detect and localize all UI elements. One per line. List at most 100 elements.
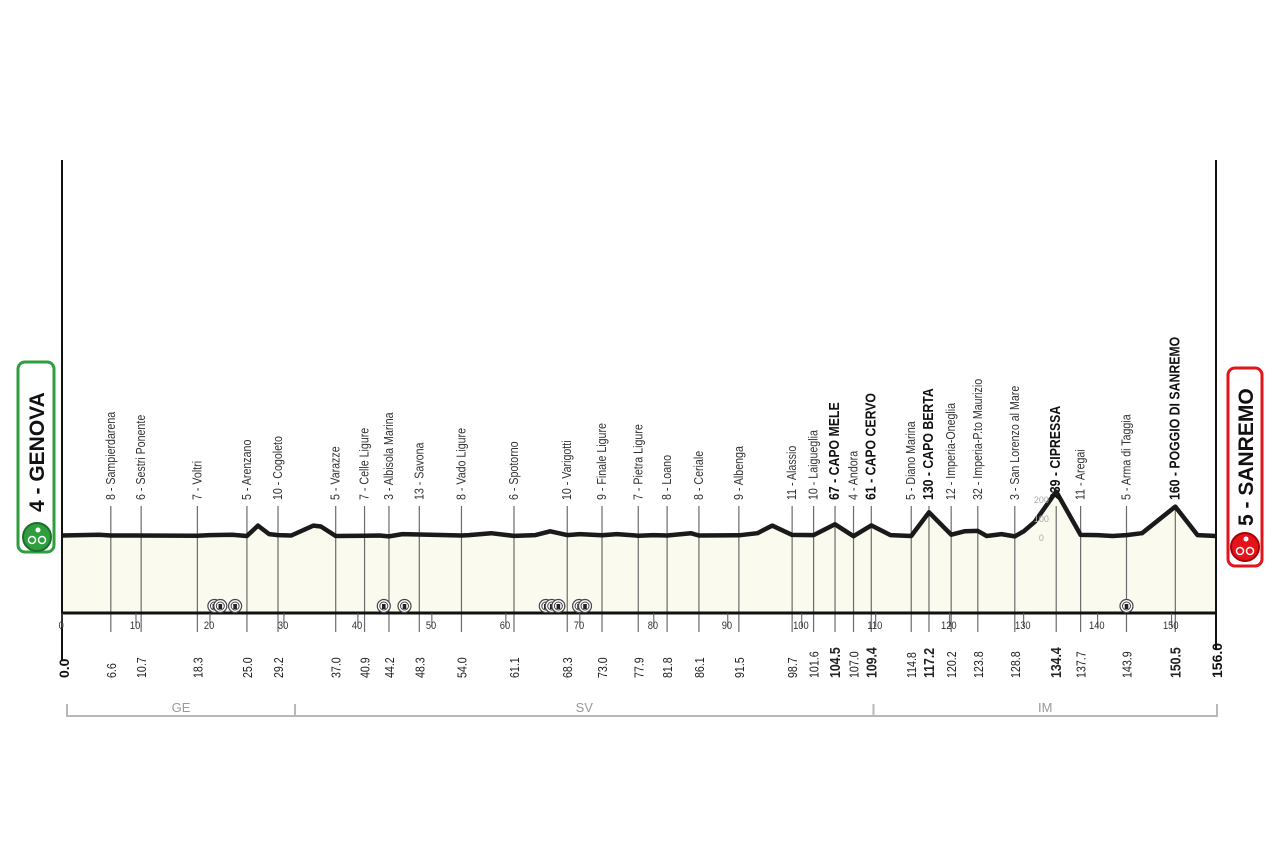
- waypoint-label: 13 - Savona: [411, 442, 426, 500]
- tunnel-icon-door: [1124, 604, 1129, 609]
- x-tick-label: 20: [204, 620, 215, 632]
- x-tick-label: 30: [278, 620, 289, 632]
- start-label: 4 - GENOVA: [26, 392, 49, 512]
- waypoint-label: 10 - Laigueglia: [806, 430, 821, 500]
- tunnel-icon-inner: [230, 601, 240, 611]
- waypoint-label: 32 - Imperia-P.to Maurizio: [970, 379, 985, 500]
- waypoint-km-label: 18.3: [190, 657, 205, 678]
- waypoint-km-label: 114.8: [904, 652, 919, 678]
- waypoint-km-label: 91.5: [732, 657, 747, 678]
- waypoint-label: 7 - Pietra Ligure: [630, 424, 645, 500]
- waypoint-label: 11 - Aregai: [1073, 449, 1088, 500]
- waypoint-label: 3 - San Lorenzo al Mare: [1007, 385, 1022, 500]
- waypoint-label: 61 - CAPO CERVO: [862, 393, 878, 500]
- waypoint-km-label: 123.8: [971, 651, 986, 678]
- waypoint-km-label: 37.0: [329, 657, 344, 678]
- waypoint-label: 7 - Voltri: [189, 461, 204, 500]
- x-tick-label: 140: [1089, 620, 1105, 632]
- waypoint-km-label: 10.7: [134, 657, 149, 678]
- profile-line: [61, 489, 1217, 539]
- waypoint-km-label: 101.6: [807, 651, 822, 678]
- x-tick-label: 60: [500, 620, 511, 632]
- waypoint-km-label: 104.5: [827, 647, 843, 678]
- x-tick-label: 10: [130, 620, 141, 632]
- waypoint-label: 8 - Loano: [659, 455, 674, 500]
- waypoint-km-label: 81.8: [660, 657, 675, 678]
- tunnel-icon-inner: [379, 601, 389, 611]
- waypoint-label: 5 - Arma di Taggia: [1118, 414, 1133, 500]
- waypoint-km-label: 25.0: [240, 657, 255, 678]
- waypoint-km-label: 44.2: [382, 657, 397, 678]
- waypoint-label: 6 - Spotorno: [506, 441, 521, 500]
- waypoint-label: 67 - CAPO MELE: [826, 402, 842, 500]
- waypoint-label: 4 - Andora: [845, 451, 860, 500]
- waypoint-label: 8 - Sampierdarena: [103, 411, 118, 500]
- waypoint-km-label: 68.3: [560, 657, 575, 678]
- waypoint-label: 6 - Sestri Ponente: [133, 414, 148, 500]
- tunnel-icon-inner: [215, 601, 225, 611]
- waypoint-label: 11 - Alassio: [784, 445, 799, 500]
- waypoint-km-label: 54.0: [454, 657, 469, 678]
- waypoint-label: 239 - CIPRESSA: [1047, 406, 1063, 500]
- province-label: SV: [576, 700, 594, 715]
- elevation-tick-label: 100: [1034, 514, 1049, 524]
- tunnel-icon-door: [233, 604, 237, 609]
- waypoint-label: 3 - Albisola Marina: [381, 412, 396, 500]
- start-cyclist-icon: [22, 522, 52, 552]
- waypoint-km-label: 40.9: [358, 657, 373, 678]
- waypoint-km-label: 137.7: [1074, 651, 1089, 678]
- tunnel-icon-door: [556, 604, 561, 609]
- tunnel-icon-inner: [580, 601, 590, 611]
- x-tick-labels: 0 10 20 30 40 50 60 70 80 90 100 110 120 130 140 150: [59, 613, 1179, 632]
- start-km-label: 0.0: [56, 658, 72, 678]
- province-label: GE: [172, 700, 191, 715]
- waypoint-km-label: 48.3: [412, 657, 427, 678]
- tunnel-icon-inner: [553, 601, 563, 611]
- profile-area: [62, 491, 1216, 613]
- waypoint-km-label: 77.9: [631, 657, 646, 678]
- x-tick-label: 150: [1163, 620, 1179, 632]
- finish-label: 5 - SANREMO: [1235, 388, 1258, 526]
- waypoint-label: 5 - Diano Marina: [903, 421, 918, 500]
- waypoint-km-label: 98.7: [785, 657, 800, 678]
- x-tick-label: 50: [426, 620, 437, 632]
- waypoint-label: 9 - Albenga: [731, 446, 746, 500]
- x-tick-label: 0: [59, 620, 64, 632]
- province-brackets: GE SV IM: [66, 700, 1218, 717]
- waypoint-label: 7 - Celle Ligure: [357, 427, 372, 500]
- x-tick-label: 80: [648, 620, 659, 632]
- waypoint-km-labels: 6.6 10.7 18.3 25.0 29.2 37.0 40.9 44.2 48.3 54.0 6…: [104, 647, 1184, 678]
- province-bracket: [872, 704, 1218, 717]
- finish-km-label: 156.0: [1209, 643, 1225, 678]
- x-tick-label: 110: [867, 620, 882, 632]
- x-tick-label: 120: [941, 620, 957, 632]
- start-badge: 4 - GENOVA: [16, 360, 56, 554]
- x-tick-label: 40: [352, 620, 363, 632]
- waypoint-km-label: 86.1: [692, 657, 707, 678]
- tunnel-icon-inner: [1121, 601, 1131, 611]
- tunnel-markers: [207, 598, 1134, 614]
- waypoint-label: 160 - POGGIO DI SANREMO: [1166, 337, 1182, 500]
- waypoint-km-label: 73.0: [595, 657, 610, 678]
- elevation-tick-label: 0: [1039, 533, 1044, 543]
- waypoint-km-label: 143.9: [1119, 651, 1134, 678]
- finish-badge: 5 - SANREMO: [1226, 366, 1264, 568]
- waypoint-km-label: 128.8: [1008, 651, 1023, 678]
- x-tick-label: 130: [1015, 620, 1031, 632]
- waypoint-km-label: 6.6: [104, 663, 119, 678]
- province-label: IM: [1038, 700, 1052, 715]
- waypoint-km-label: 117.2: [921, 648, 937, 678]
- waypoint-label: 5 - Arenzano: [239, 439, 254, 500]
- waypoint-km-label: 61.1: [507, 657, 522, 678]
- tunnel-icon-door: [402, 604, 407, 609]
- elevation-tick-label: 200: [1034, 495, 1049, 505]
- waypoint-km-label: 134.4: [1048, 647, 1064, 678]
- tunnel-icon-inner: [400, 601, 410, 611]
- waypoint-label: 5 - Varazze: [328, 446, 343, 500]
- waypoint-labels: 8 - Sampierdarena 6 - Sestri Ponente 7 - V…: [103, 337, 1183, 500]
- x-tick-label: 70: [574, 620, 585, 632]
- waypoint-lines: [110, 506, 1176, 632]
- waypoint-label: 8 - Vado Ligure: [453, 428, 468, 500]
- waypoint-km-label: 109.4: [863, 647, 879, 678]
